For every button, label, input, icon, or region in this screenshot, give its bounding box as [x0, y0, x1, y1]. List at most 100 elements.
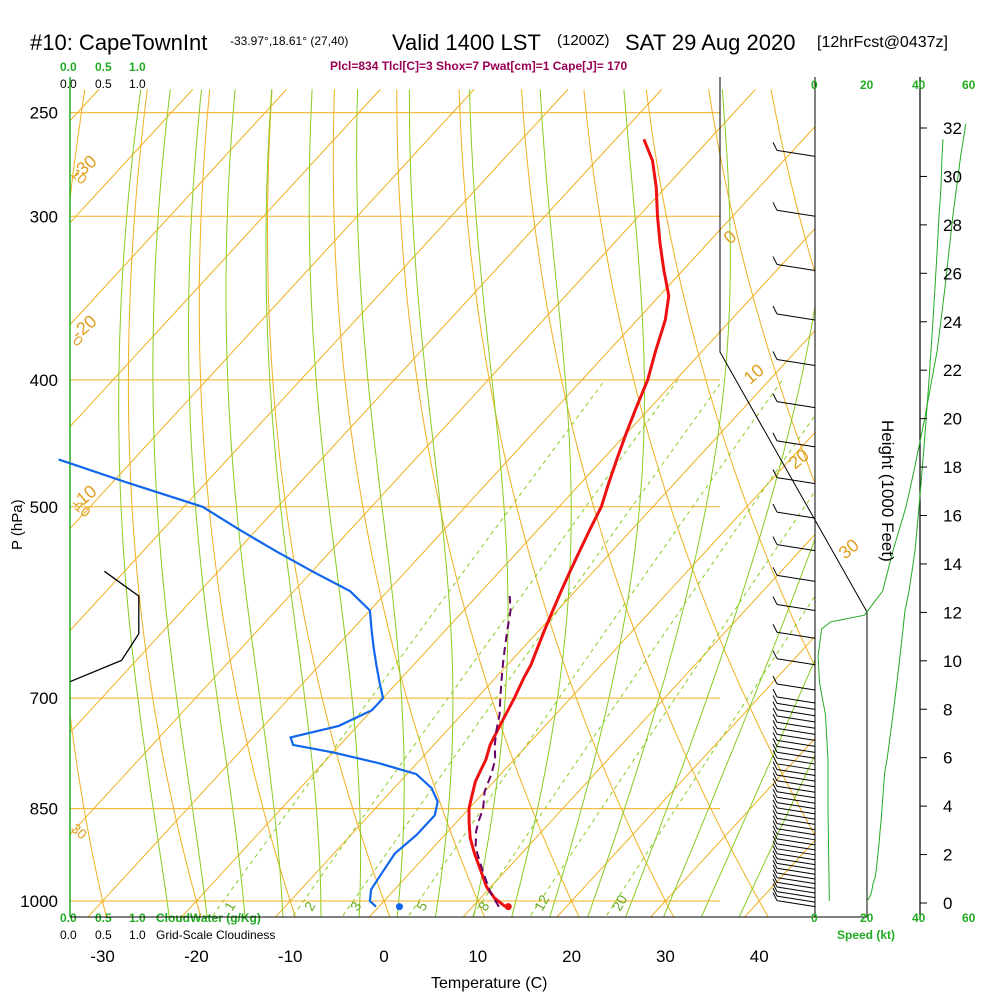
cloud-bottom-black-1: 0.5: [95, 928, 112, 942]
isotherm-lines: [70, 89, 1000, 928]
wind-barb: [776, 721, 816, 729]
wind-barb-flag: [772, 469, 778, 478]
moist-adiabat-line: [408, 89, 454, 917]
wind-barb: [776, 702, 816, 710]
moist-adiabat-line: [118, 89, 170, 917]
temperature-tick-label: 0: [379, 947, 388, 966]
wind-barb: [776, 823, 816, 831]
wind-barb: [776, 828, 816, 836]
cloud-top-black-0: 0.0: [60, 77, 77, 91]
moist-adiabat-lines: [118, 89, 815, 917]
dry-adiabat-line: [583, 89, 815, 837]
cloud-scale-top: 0.0 0.5 1.0 0.0 0.5 1.0: [60, 60, 146, 91]
moist-adiabat-line: [469, 89, 509, 917]
wind-barb-flag: [772, 744, 778, 753]
height-tick-label: 18: [943, 458, 962, 477]
wind-barb-flag: [772, 695, 778, 704]
station-title: #10: CapeTownInt: [30, 30, 207, 55]
moist-adiabat-line: [152, 89, 208, 917]
station-coords: -33.97°,18.61° (27,40): [230, 34, 348, 48]
isotherm-line: [828, 89, 1000, 928]
wind-barbs: [772, 142, 816, 908]
wind-barb-flag: [772, 567, 778, 576]
moist-adiabat-line: [511, 89, 572, 917]
wind-barb: [776, 858, 816, 866]
wind-barb-flag: [772, 650, 778, 659]
wind-barb: [776, 843, 816, 851]
wind-barb-flag: [772, 701, 778, 710]
wind-barb: [776, 359, 816, 367]
wind-barb-flag: [772, 720, 778, 729]
cloud-scale-bottom: 0.0 0.5 1.0 CloudWater (g/Kg) 0.0 0.5 1.…: [60, 911, 275, 942]
wind-barb-flag: [772, 503, 778, 513]
y-axis-label: P (hPa): [9, 499, 26, 550]
parcel-path: [474, 596, 512, 908]
wind-barb: [776, 774, 816, 782]
wind-barb: [776, 313, 816, 321]
wind-barb: [776, 696, 816, 704]
plot-frame: [69, 77, 921, 918]
dry-adiabat-line: [458, 89, 675, 917]
wind-barb-flag: [772, 256, 778, 265]
isotherm-line: [180, 227, 815, 917]
wind-barb: [776, 209, 816, 217]
pressure-axis: 250 300 400 500 700 850 1000: [20, 104, 58, 911]
cloudwater-label: CloudWater (g/Kg): [156, 911, 261, 925]
isotherm-label: 10: [740, 360, 768, 388]
moist-adiabat-line: [700, 658, 815, 917]
pressure-tick-label: 500: [30, 498, 58, 517]
wind-barb: [776, 833, 816, 841]
mixing-ratio-line: [407, 379, 783, 917]
wind-barb-flag: [772, 845, 778, 854]
wind-barb: [776, 900, 816, 908]
wind-barb-flag: [772, 794, 778, 803]
pressure-tick-label: 1000: [20, 892, 58, 911]
wind-barb-flag: [772, 892, 778, 901]
wind-barb-flag: [772, 783, 778, 792]
pressure-tick-label: 850: [30, 800, 58, 819]
cloud-bottom-green-1: 0.5: [95, 911, 112, 925]
wind-barb: [776, 440, 816, 448]
isotherm-line: [70, 89, 756, 836]
height-tick-label: 8: [943, 700, 952, 719]
mixing-ratio-lines: [211, 379, 815, 917]
height-tick-label: 30: [943, 167, 962, 186]
wind-barb-flag: [772, 393, 778, 402]
wind-barb-flag: [772, 804, 778, 814]
dry-adiabat-line: [521, 89, 769, 917]
height-profile: [866, 139, 944, 902]
sounding-series: [58, 123, 967, 911]
wind-barb: [776, 853, 816, 861]
isotherm-line: [70, 89, 475, 530]
speed-top-1: 20: [860, 78, 874, 92]
wind-barb-flag: [772, 835, 778, 845]
cloud-top-green-0: 0.0: [60, 60, 77, 74]
height-tick-label: 16: [943, 507, 962, 526]
dry-adiabat-line: [198, 89, 296, 917]
wind-barb-flag: [772, 810, 778, 819]
wind-barb-flag: [772, 713, 778, 723]
height-tick-label: 6: [943, 749, 952, 768]
cloud-top-black-1: 0.5: [95, 77, 112, 91]
wind-barb-flag: [772, 815, 778, 824]
forecast-info: [12hrFcst@0437z]: [817, 34, 948, 51]
pressure-tick-label: 250: [30, 104, 58, 123]
wind-barb-flag: [772, 351, 778, 360]
speed-bottom-1: 20: [860, 911, 874, 925]
mixing-ratio-label: 12: [531, 892, 553, 914]
height-tick-label: 2: [943, 846, 952, 865]
wind-barb: [776, 709, 816, 717]
wind-barb: [776, 739, 816, 747]
wind-barb-flag: [772, 883, 778, 892]
surface-dewpoint-marker: [395, 903, 403, 911]
utc-time: (1200Z): [557, 32, 610, 49]
wind-barb: [776, 574, 816, 582]
wind-barb: [776, 603, 816, 611]
wind-barb: [776, 631, 816, 639]
dry-adiabat-line: [267, 89, 391, 917]
wind-barb-flag: [772, 788, 778, 798]
dry-adiabat-line: [332, 89, 486, 917]
speed-scale: 0 20 40 60 0 20 40 60 Speed (kt): [811, 78, 976, 942]
wind-barb-flag: [772, 755, 778, 765]
